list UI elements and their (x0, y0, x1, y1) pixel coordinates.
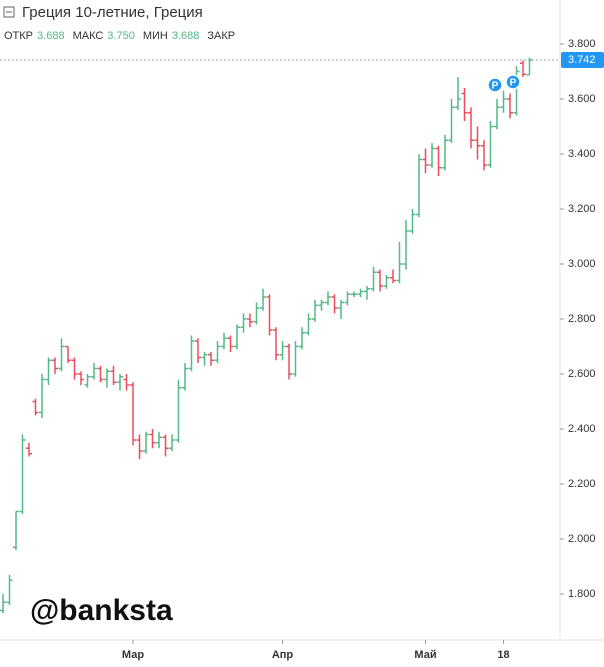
y-tick-label: 2.000 (568, 533, 596, 545)
legend-field: 3.750 (107, 30, 135, 42)
legend-field: ОТКР (4, 30, 33, 42)
legend-field: 3.688 (37, 30, 65, 42)
ohlc-legend: ОТКР 3.688 МАКС 3.750 МИН 3.688 ЗАКР (4, 30, 235, 42)
y-tick-label: 1.800 (568, 588, 596, 600)
x-tick-label: Май (414, 649, 436, 661)
x-tick-label: 18 (497, 649, 509, 661)
y-tick-label: 3.400 (568, 148, 596, 160)
y-tick-label: 3.200 (568, 203, 596, 215)
y-tick-label: 2.400 (568, 423, 596, 435)
legend-field: МАКС (73, 30, 104, 42)
last-price-box (561, 51, 604, 68)
chart-title: Греция 10-летние, Греция (22, 4, 203, 21)
legend-field: 3.688 (172, 30, 200, 42)
watermark: @banksta (30, 594, 173, 627)
event-marker (487, 77, 503, 93)
last-price-label: 3.742 (568, 54, 596, 66)
event-marker (505, 74, 521, 90)
y-tick-label: 2.200 (568, 478, 596, 490)
y-tick-label: 2.800 (568, 313, 596, 325)
y-tick-label: 2.600 (568, 368, 596, 380)
x-tick-label: Апр (272, 649, 294, 661)
event-marker-label: P (510, 78, 517, 89)
y-tick-label: 3.800 (568, 38, 596, 50)
x-tick-label: Мар (122, 649, 144, 661)
legend-field: ЗАКР (207, 30, 235, 42)
y-tick-label: 3.600 (568, 93, 596, 105)
event-marker-label: P (492, 81, 499, 92)
legend-field: МИН (143, 30, 168, 42)
y-tick-label: 3.000 (568, 258, 596, 270)
collapse-icon[interactable] (3, 6, 15, 18)
